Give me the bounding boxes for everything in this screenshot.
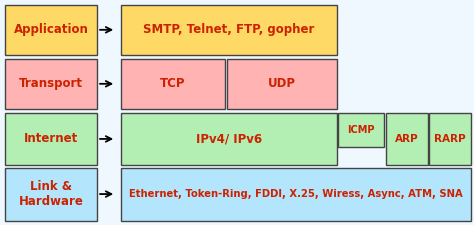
Text: UDP: UDP	[267, 77, 296, 90]
Text: Transport: Transport	[19, 77, 83, 90]
FancyBboxPatch shape	[227, 58, 337, 109]
Text: TCP: TCP	[160, 77, 186, 90]
FancyBboxPatch shape	[121, 4, 337, 55]
Text: ICMP: ICMP	[347, 125, 375, 135]
Text: Application: Application	[14, 23, 88, 36]
FancyBboxPatch shape	[121, 112, 337, 165]
FancyBboxPatch shape	[121, 58, 225, 109]
FancyBboxPatch shape	[5, 58, 97, 109]
Text: RARP: RARP	[434, 134, 465, 144]
FancyBboxPatch shape	[5, 168, 97, 220]
Text: SMTP, Telnet, FTP, gopher: SMTP, Telnet, FTP, gopher	[143, 23, 314, 36]
Text: Ethernet, Token-Ring, FDDI, X.25, Wiress, Async, ATM, SNA: Ethernet, Token-Ring, FDDI, X.25, Wiress…	[129, 189, 463, 199]
FancyBboxPatch shape	[5, 4, 97, 55]
Text: IPv4/ IPv6: IPv4/ IPv6	[196, 133, 262, 145]
Text: ARP: ARP	[395, 134, 419, 144]
FancyBboxPatch shape	[386, 112, 428, 165]
Text: Internet: Internet	[24, 133, 78, 145]
FancyBboxPatch shape	[338, 112, 384, 147]
FancyBboxPatch shape	[429, 112, 471, 165]
FancyBboxPatch shape	[121, 168, 471, 220]
Text: Link &
Hardware: Link & Hardware	[18, 180, 83, 208]
FancyBboxPatch shape	[5, 112, 97, 165]
